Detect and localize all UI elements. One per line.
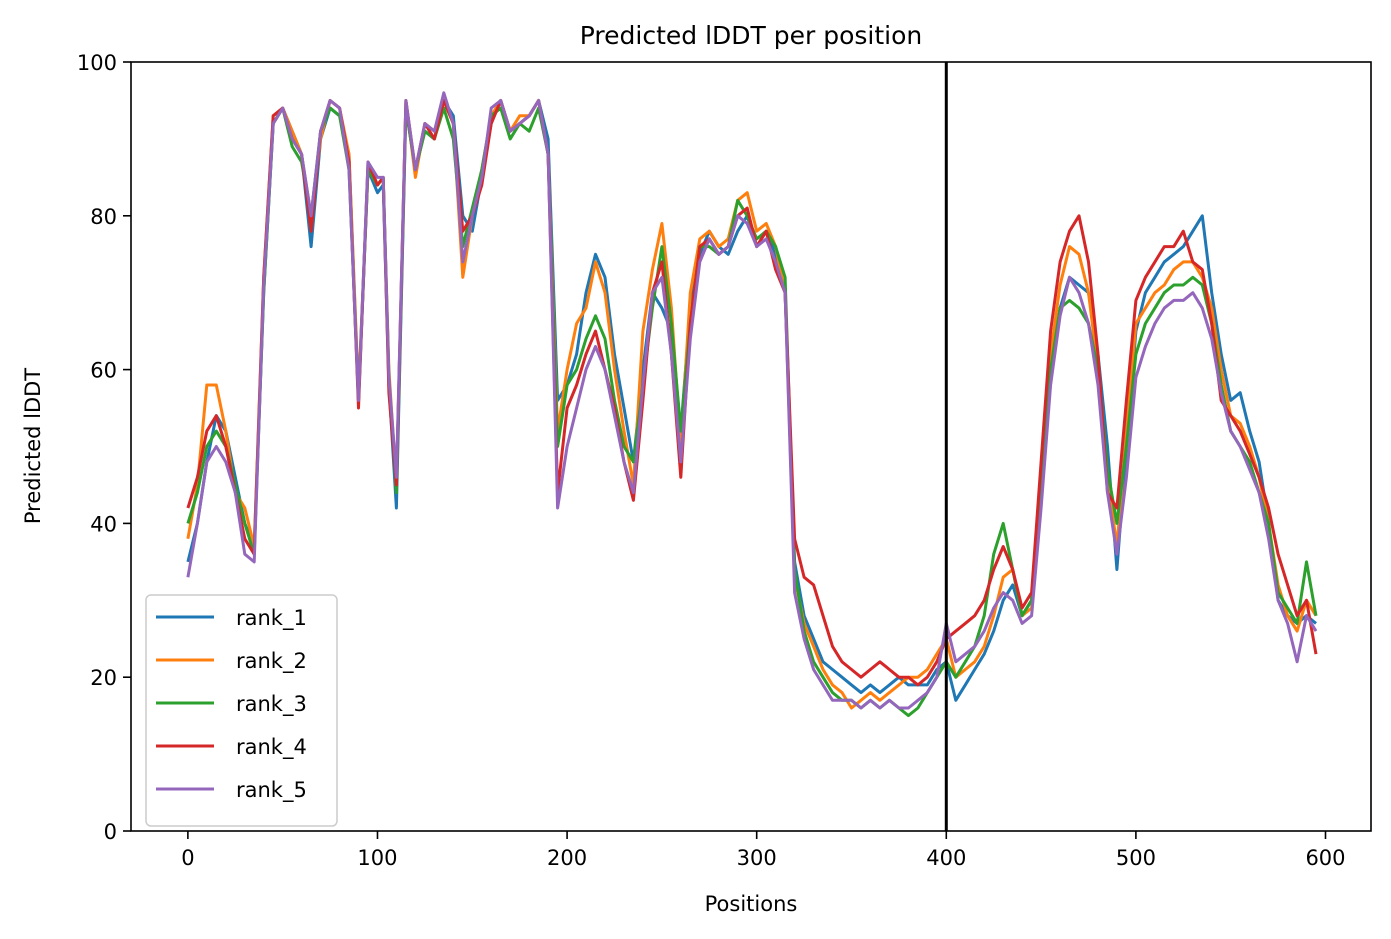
legend-label-rank-1: rank_1 xyxy=(236,606,307,631)
legend-label-rank-3: rank_3 xyxy=(236,692,307,717)
x-tick-label: 600 xyxy=(1305,846,1345,870)
y-axis: 0 20 40 60 80 100 xyxy=(77,51,131,844)
y-tick-label: 40 xyxy=(90,512,117,536)
x-tick-label: 300 xyxy=(737,846,777,870)
x-axis-title: Positions xyxy=(705,892,798,916)
plot-area xyxy=(186,91,1318,718)
y-axis-title: Predicted lDDT xyxy=(21,368,45,524)
legend-label-rank-4: rank_4 xyxy=(236,735,307,760)
x-tick-label: 400 xyxy=(926,846,966,870)
y-tick-label: 60 xyxy=(90,359,117,383)
series-line-rank-4 xyxy=(186,99,1318,687)
legend-box xyxy=(145,594,338,827)
x-tick-label: 200 xyxy=(547,846,587,870)
y-tick-label: 100 xyxy=(77,51,117,75)
y-tick-label: 0 xyxy=(104,820,117,844)
legend: rank_1 rank_2 rank_3 rank_4 rank_5 xyxy=(145,594,338,827)
y-tick-label: 20 xyxy=(90,666,117,690)
y-tick-label: 80 xyxy=(90,205,117,229)
x-tick-label: 0 xyxy=(181,846,194,870)
series-line-rank-5 xyxy=(186,91,1318,710)
legend-label-rank-2: rank_2 xyxy=(236,649,307,674)
legend-label-rank-5: rank_5 xyxy=(236,778,307,803)
plot-frame xyxy=(130,61,1372,832)
x-axis: 0 100 200 300 400 500 600 xyxy=(181,831,1346,870)
x-tick-label: 500 xyxy=(1116,846,1156,870)
x-tick-label: 100 xyxy=(357,846,397,870)
chart-title: Predicted lDDT per position xyxy=(580,21,922,50)
